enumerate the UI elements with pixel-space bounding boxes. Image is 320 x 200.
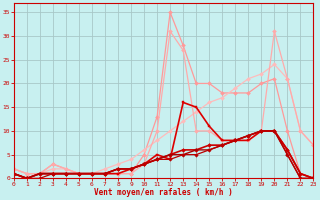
X-axis label: Vent moyen/en rafales ( km/h ): Vent moyen/en rafales ( km/h ) (94, 188, 233, 197)
